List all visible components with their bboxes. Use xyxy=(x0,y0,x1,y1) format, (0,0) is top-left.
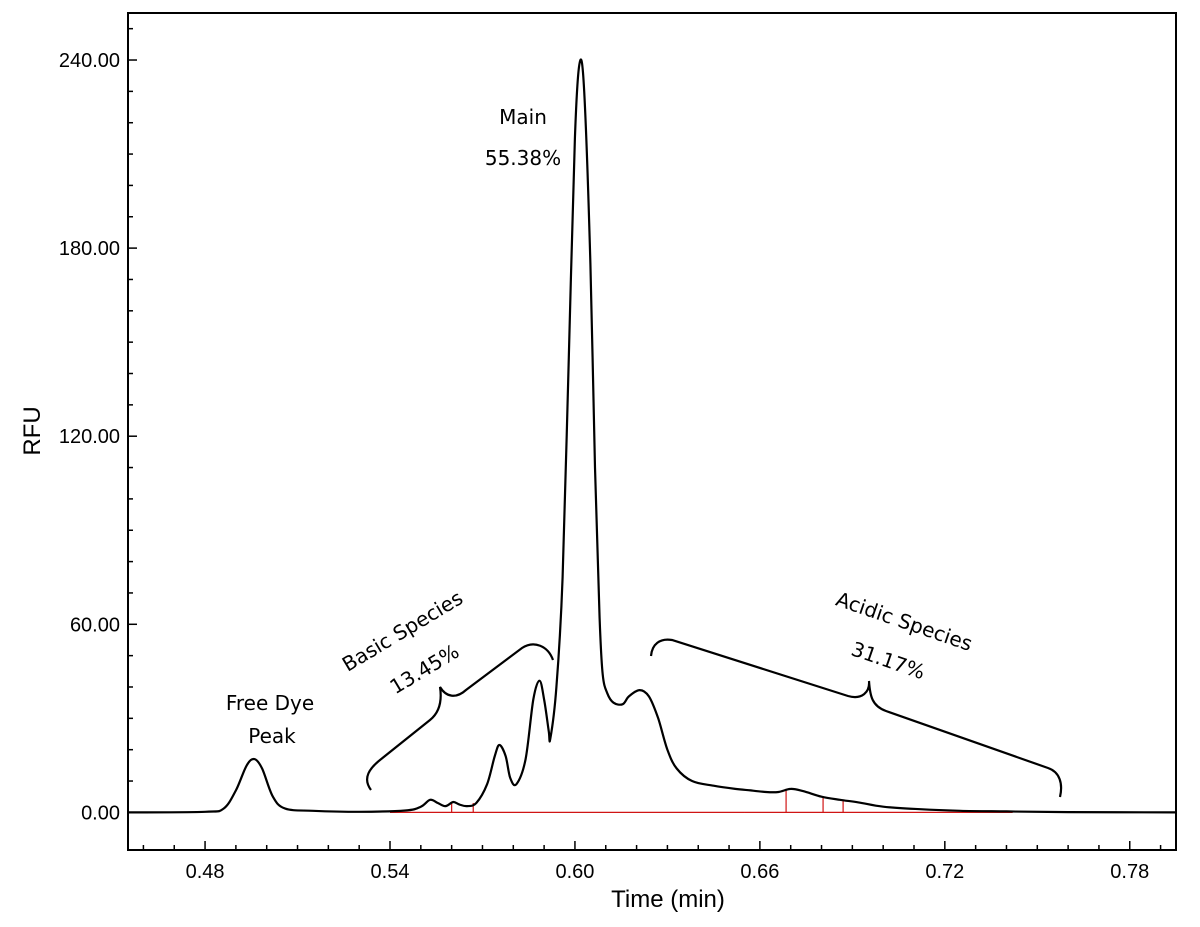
x-tick-label: 0.66 xyxy=(740,861,779,883)
annotation-brackets xyxy=(366,638,1063,798)
acidic-species-bracket xyxy=(649,638,1063,798)
plot-frame xyxy=(127,12,1177,851)
x-tick-label: 0.78 xyxy=(1110,861,1149,883)
x-tick-label: 0.72 xyxy=(925,861,964,883)
y-tick-label: 120.00 xyxy=(59,426,120,448)
y-axis-title: RFU xyxy=(19,406,46,455)
main-peak-percent: 55.38% xyxy=(485,146,561,170)
acidic-species-percent: 31.17% xyxy=(848,637,928,685)
y-axis-ticks: 0.00 60.00 120.00 180.00 240.00 xyxy=(59,27,137,824)
x-tick-label: 0.54 xyxy=(371,861,410,883)
y-tick-label: 0.00 xyxy=(81,802,120,824)
main-peak-label: Main xyxy=(499,105,547,129)
series-layer xyxy=(127,58,1177,814)
y-tick-label: 180.00 xyxy=(59,238,120,260)
series-line xyxy=(127,58,1177,814)
x-tick-label: 0.60 xyxy=(555,861,594,883)
free-dye-label-line1: Free Dye xyxy=(226,691,314,715)
x-axis-ticks: 0.48 0.54 0.60 0.66 0.72 0.78 xyxy=(142,841,1162,883)
x-axis-title: Time (min) xyxy=(611,886,725,913)
x-tick-label: 0.48 xyxy=(186,861,225,883)
free-dye-label-line2: Peak xyxy=(248,724,296,748)
plot-area-border xyxy=(127,12,1177,851)
y-tick-label: 60.00 xyxy=(70,614,120,636)
basic-species-bracket xyxy=(366,643,555,791)
y-tick-label: 240.00 xyxy=(59,50,120,72)
